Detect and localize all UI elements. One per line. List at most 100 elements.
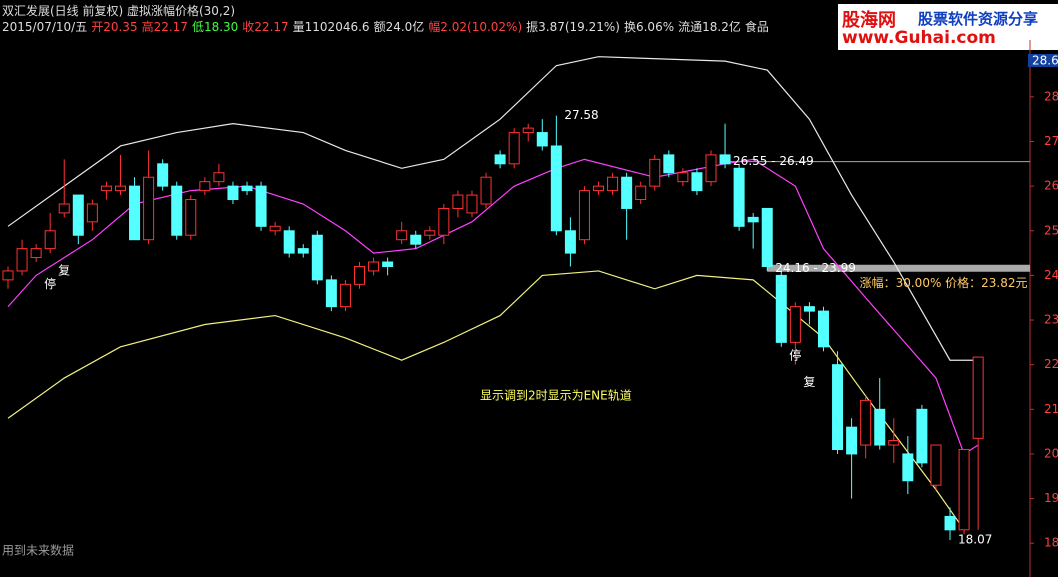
quote-field: 换6.06% bbox=[623, 20, 675, 34]
annotation: 27.58 bbox=[564, 108, 598, 122]
quote-field: 振3.87(19.21%) bbox=[526, 20, 620, 34]
candle-body bbox=[677, 172, 689, 183]
candle-body bbox=[100, 185, 112, 192]
candle-body bbox=[803, 306, 815, 312]
candle-body bbox=[227, 185, 239, 201]
candle-body bbox=[339, 283, 351, 308]
candle-body bbox=[494, 154, 506, 165]
candle-body bbox=[452, 194, 464, 209]
candle-body bbox=[297, 248, 309, 254]
candle-body bbox=[607, 176, 619, 192]
candle-body bbox=[438, 207, 450, 236]
candle-body bbox=[817, 310, 829, 348]
candle-body bbox=[199, 181, 211, 192]
candle-body bbox=[30, 248, 42, 259]
quote-field: 额24.0亿 bbox=[373, 20, 425, 34]
watermark: 股海网 股票软件资源分享 www.Guhai.com bbox=[838, 4, 1058, 50]
quote-field: 流通18.2亿 bbox=[678, 20, 741, 34]
annotation: 停 bbox=[44, 276, 56, 291]
quote-field: 食品 bbox=[744, 20, 769, 34]
candle-body bbox=[2, 270, 14, 281]
quote-field: 2015/07/10/五 bbox=[2, 20, 88, 34]
candle-body bbox=[16, 248, 28, 272]
candle-body bbox=[747, 216, 759, 223]
annotation: 18.07 bbox=[958, 533, 992, 547]
y-tick-label: 19 bbox=[1044, 491, 1058, 505]
candle-body bbox=[396, 230, 408, 241]
y-tick-label: 23 bbox=[1044, 313, 1058, 327]
candle-body bbox=[522, 127, 534, 134]
band-line bbox=[7, 270, 965, 531]
y-tick-label: 21 bbox=[1044, 402, 1058, 416]
candle-body bbox=[354, 265, 365, 285]
candle-body bbox=[972, 356, 984, 439]
candle-body bbox=[705, 154, 717, 183]
candle-body bbox=[143, 176, 155, 241]
candle-body bbox=[719, 154, 731, 165]
y-tick-label: 18 bbox=[1044, 536, 1058, 550]
candle-body bbox=[775, 274, 787, 343]
candle-body bbox=[269, 225, 281, 232]
candle-body bbox=[508, 132, 520, 165]
candle-body bbox=[564, 230, 576, 254]
candle-body bbox=[368, 261, 380, 272]
watermark-name: 股海网 bbox=[842, 10, 896, 31]
watermark-url: www.Guhai.com bbox=[842, 28, 996, 48]
annotation: 涨幅：30.00% 价格：23.82元 bbox=[860, 275, 1028, 290]
annotation: 显示调到2时显示为ENE轨道 bbox=[480, 388, 632, 402]
candle-body bbox=[157, 163, 169, 187]
candle-body bbox=[44, 230, 56, 250]
y-tick-label: 26 bbox=[1044, 179, 1058, 193]
candle-body bbox=[283, 230, 295, 254]
candle-body bbox=[916, 408, 928, 464]
candle-body bbox=[72, 194, 84, 236]
candle-body bbox=[860, 399, 872, 446]
candle-body bbox=[171, 185, 183, 236]
candle-body bbox=[480, 176, 492, 205]
quote-field: 量1102046.6 bbox=[292, 20, 370, 34]
quote-field: 幅2.02(10.02%) bbox=[428, 20, 523, 34]
candle-body bbox=[621, 176, 633, 209]
quote-info: 2015/07/10/五 开20.35 高22.17 低18.30 收22.17 量110… bbox=[2, 18, 773, 35]
candle-body bbox=[635, 185, 647, 201]
candle-body bbox=[958, 448, 970, 531]
y-tick-label: 25 bbox=[1044, 223, 1058, 237]
candle-body bbox=[58, 203, 70, 214]
quote-field: 高22.17 bbox=[141, 20, 188, 34]
candle-body bbox=[761, 207, 773, 267]
candle-body bbox=[691, 172, 703, 192]
y-tick-label: 28 bbox=[1044, 89, 1058, 103]
candle-body bbox=[382, 261, 394, 267]
candle-body bbox=[593, 185, 605, 192]
last-price-box bbox=[1028, 54, 1058, 67]
last-price-label: 28.66 bbox=[1032, 54, 1058, 68]
candle-body bbox=[930, 444, 942, 486]
candle-body bbox=[733, 167, 745, 227]
candle-body bbox=[550, 145, 562, 232]
candle-body bbox=[86, 203, 98, 223]
annotation: 24.16 - 23.99 bbox=[775, 261, 856, 275]
candle-body bbox=[832, 364, 844, 450]
y-tick-label: 22 bbox=[1044, 357, 1058, 371]
candle-body bbox=[325, 279, 337, 308]
candle-body bbox=[902, 453, 914, 482]
candle-body bbox=[213, 172, 225, 183]
candle-body bbox=[255, 185, 267, 227]
candle-body bbox=[536, 132, 548, 147]
quote-field: 低18.30 bbox=[191, 20, 239, 34]
annotation: 复 bbox=[803, 375, 815, 389]
y-tick-label: 20 bbox=[1044, 446, 1058, 460]
watermark-slogan: 股票软件资源分享 bbox=[918, 10, 1039, 28]
candle-body bbox=[944, 515, 956, 531]
candle-body bbox=[649, 158, 661, 187]
candle-body bbox=[874, 408, 886, 446]
y-tick-label: 27 bbox=[1044, 134, 1058, 148]
band-line bbox=[7, 56, 979, 361]
quote-field: 开20.35 bbox=[91, 20, 138, 34]
annotation: 26.55 - 26.49 bbox=[733, 154, 814, 168]
candle-body bbox=[789, 306, 801, 343]
candle-body bbox=[888, 440, 900, 446]
annotation: 复 bbox=[58, 263, 70, 277]
candle-body bbox=[311, 234, 323, 281]
